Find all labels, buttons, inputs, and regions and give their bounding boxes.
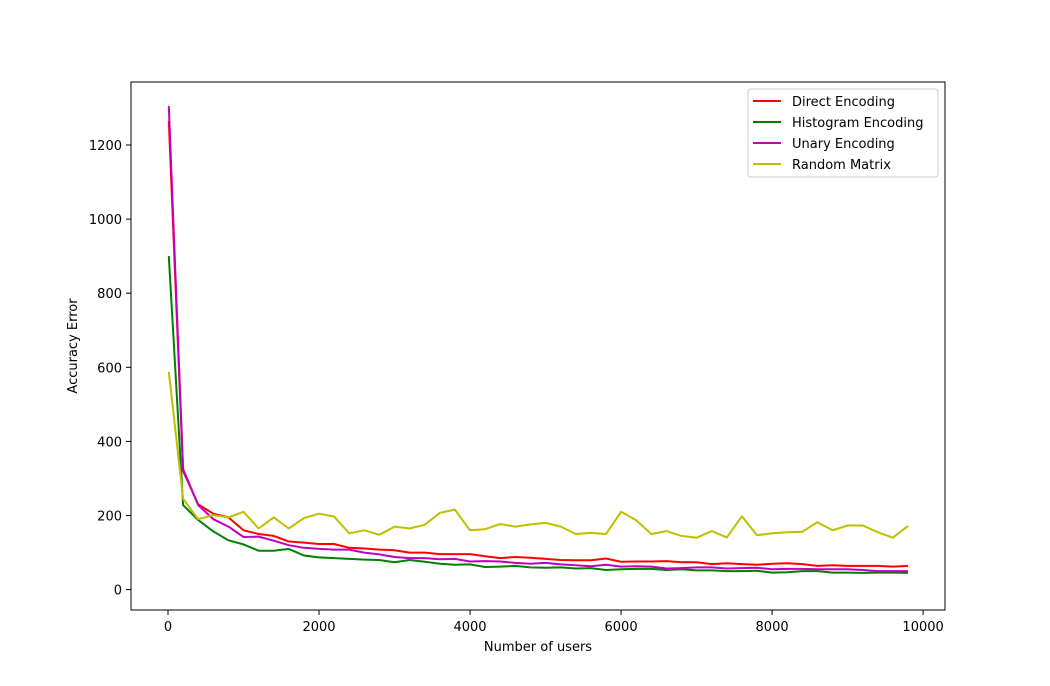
legend-label-2: Unary Encoding: [792, 137, 895, 152]
y-axis-label: Accuracy Error: [66, 298, 81, 394]
x-tick-label-0: 0: [164, 620, 172, 635]
legend: Direct Encoding Histogram Encoding Unary E…: [747, 88, 939, 178]
y-tick-label-3: 600: [97, 361, 122, 376]
y-tick-label-0: 0: [114, 584, 122, 599]
y-tick-label-2: 400: [97, 435, 122, 450]
series-line-3: [167, 371, 909, 539]
y-tick-label-4: 800: [97, 287, 122, 302]
series-line-1: [167, 256, 909, 574]
x-tick-label-5: 10000: [902, 620, 943, 635]
y-tick-label-5: 1000: [89, 213, 122, 228]
y-axis: 0 200 400 600 800 1000 1200: [89, 139, 131, 599]
legend-box: [747, 88, 939, 178]
x-axis-label: Number of users: [484, 640, 592, 655]
plot-frame: [130, 81, 946, 611]
series-line-2: [167, 106, 908, 573]
series-line-0: [167, 120, 909, 568]
x-tick-label-2: 4000: [453, 620, 486, 635]
legend-label-1: Histogram Encoding: [792, 116, 923, 131]
legend-label-3: Random Matrix: [792, 158, 891, 173]
legend-label-0: Direct Encoding: [792, 95, 895, 110]
y-tick-label-6: 1200: [89, 139, 122, 154]
y-tick-label-1: 200: [97, 510, 122, 525]
x-tick-label-1: 2000: [302, 620, 335, 635]
x-tick-label-3: 6000: [605, 620, 638, 635]
x-axis: 0 2000 4000 6000 8000 10000: [164, 610, 944, 635]
series-layer: [167, 106, 909, 574]
x-tick-label-4: 8000: [756, 620, 789, 635]
